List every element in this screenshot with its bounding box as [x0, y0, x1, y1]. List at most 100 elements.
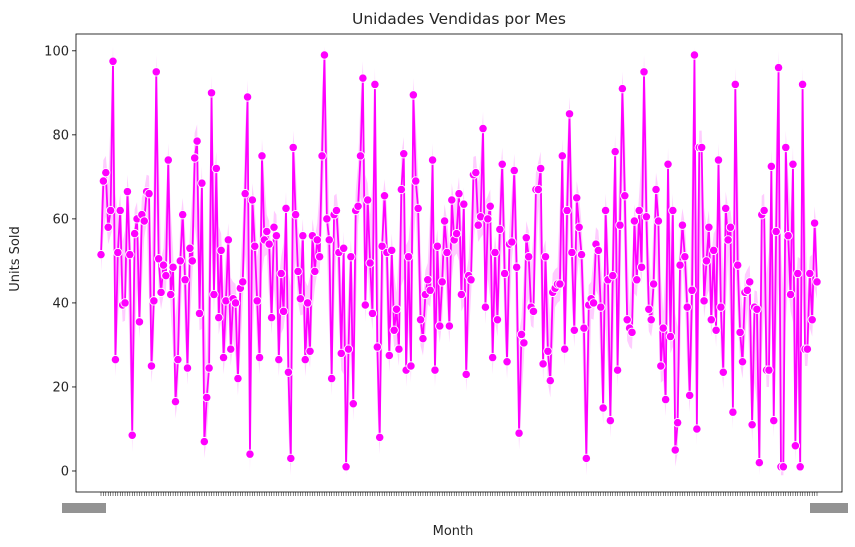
- data-point: [276, 268, 286, 279]
- data-point: [788, 159, 798, 169]
- data-point: [105, 205, 116, 216]
- data-point: [632, 275, 642, 285]
- data-point: [127, 430, 137, 440]
- data-point: [413, 203, 423, 214]
- data-point: [747, 420, 757, 430]
- data-point: [298, 231, 308, 241]
- data-point: [685, 390, 695, 401]
- data-point: [226, 344, 236, 354]
- data-point: [305, 346, 315, 356]
- data-point: [718, 367, 728, 377]
- data-point: [581, 453, 591, 464]
- data-point: [752, 304, 762, 314]
- data-point: [699, 296, 709, 306]
- data-point: [418, 333, 428, 344]
- y-tick-label: 100: [44, 44, 69, 59]
- data-point: [312, 235, 322, 245]
- data-point: [336, 348, 346, 358]
- data-point: [620, 191, 630, 201]
- data-point: [629, 216, 640, 226]
- data-point: [656, 361, 666, 371]
- data-point: [612, 365, 623, 375]
- y-axis-label: Units Sold: [8, 226, 23, 291]
- data-point: [442, 247, 452, 258]
- data-point: [478, 123, 488, 134]
- data-point: [533, 184, 543, 195]
- data-point: [423, 275, 433, 285]
- data-point: [365, 258, 375, 268]
- data-point: [399, 149, 409, 159]
- data-point: [773, 62, 784, 73]
- data-point: [300, 354, 310, 365]
- data-point: [317, 151, 327, 161]
- data-point: [122, 186, 133, 197]
- data-point: [617, 83, 628, 94]
- data-point: [425, 285, 435, 295]
- data-point: [288, 142, 298, 153]
- data-point: [327, 373, 337, 384]
- data-point: [805, 268, 815, 279]
- data-point: [358, 73, 368, 83]
- data-point: [716, 302, 726, 312]
- data-point: [483, 214, 493, 224]
- data-point: [314, 252, 325, 262]
- data-point: [197, 178, 207, 188]
- data-point: [560, 344, 570, 354]
- data-point: [377, 241, 387, 251]
- data-point: [653, 216, 664, 226]
- data-point: [466, 275, 476, 285]
- data-point: [451, 228, 462, 239]
- data-point: [682, 302, 692, 312]
- data-point: [115, 205, 125, 216]
- data-point: [283, 367, 294, 377]
- data-point: [202, 392, 212, 403]
- data-point: [101, 168, 111, 178]
- data-point: [812, 277, 822, 287]
- data-point: [411, 176, 421, 186]
- data-point: [168, 262, 178, 272]
- data-point: [223, 235, 233, 245]
- data-point: [430, 365, 440, 375]
- data-point: [379, 191, 390, 201]
- data-point: [271, 231, 282, 241]
- data-point: [163, 155, 173, 165]
- data-point: [149, 296, 159, 306]
- data-point: [353, 201, 363, 211]
- data-point: [711, 325, 721, 335]
- data-point: [161, 270, 171, 281]
- data-point: [725, 222, 736, 232]
- data-point: [98, 176, 109, 186]
- data-point: [108, 56, 118, 66]
- data-point: [360, 300, 370, 310]
- data-point: [701, 256, 712, 266]
- data-point: [391, 304, 402, 314]
- data-point: [96, 249, 106, 260]
- data-point: [355, 151, 366, 161]
- data-point: [605, 415, 616, 426]
- data-point: [680, 252, 690, 262]
- data-point: [406, 361, 416, 371]
- data-point: [461, 369, 471, 379]
- data-point: [372, 342, 382, 352]
- data-point: [346, 252, 356, 262]
- data-point: [545, 375, 555, 386]
- data-point: [211, 163, 221, 174]
- data-point: [485, 201, 495, 211]
- x-axis: [62, 492, 848, 513]
- data-point: [173, 354, 183, 365]
- data-point: [324, 235, 334, 245]
- data-point: [519, 338, 529, 348]
- data-point: [536, 163, 546, 174]
- data-point: [672, 418, 683, 428]
- data-point: [387, 245, 397, 256]
- data-point: [509, 165, 519, 176]
- data-point: [809, 218, 820, 228]
- data-point: [290, 210, 301, 220]
- data-point: [790, 441, 801, 451]
- data-point: [646, 315, 656, 325]
- data-point: [459, 199, 469, 209]
- data-point: [247, 195, 258, 205]
- data-point: [348, 399, 358, 409]
- data-point: [367, 308, 378, 319]
- data-point: [689, 50, 700, 60]
